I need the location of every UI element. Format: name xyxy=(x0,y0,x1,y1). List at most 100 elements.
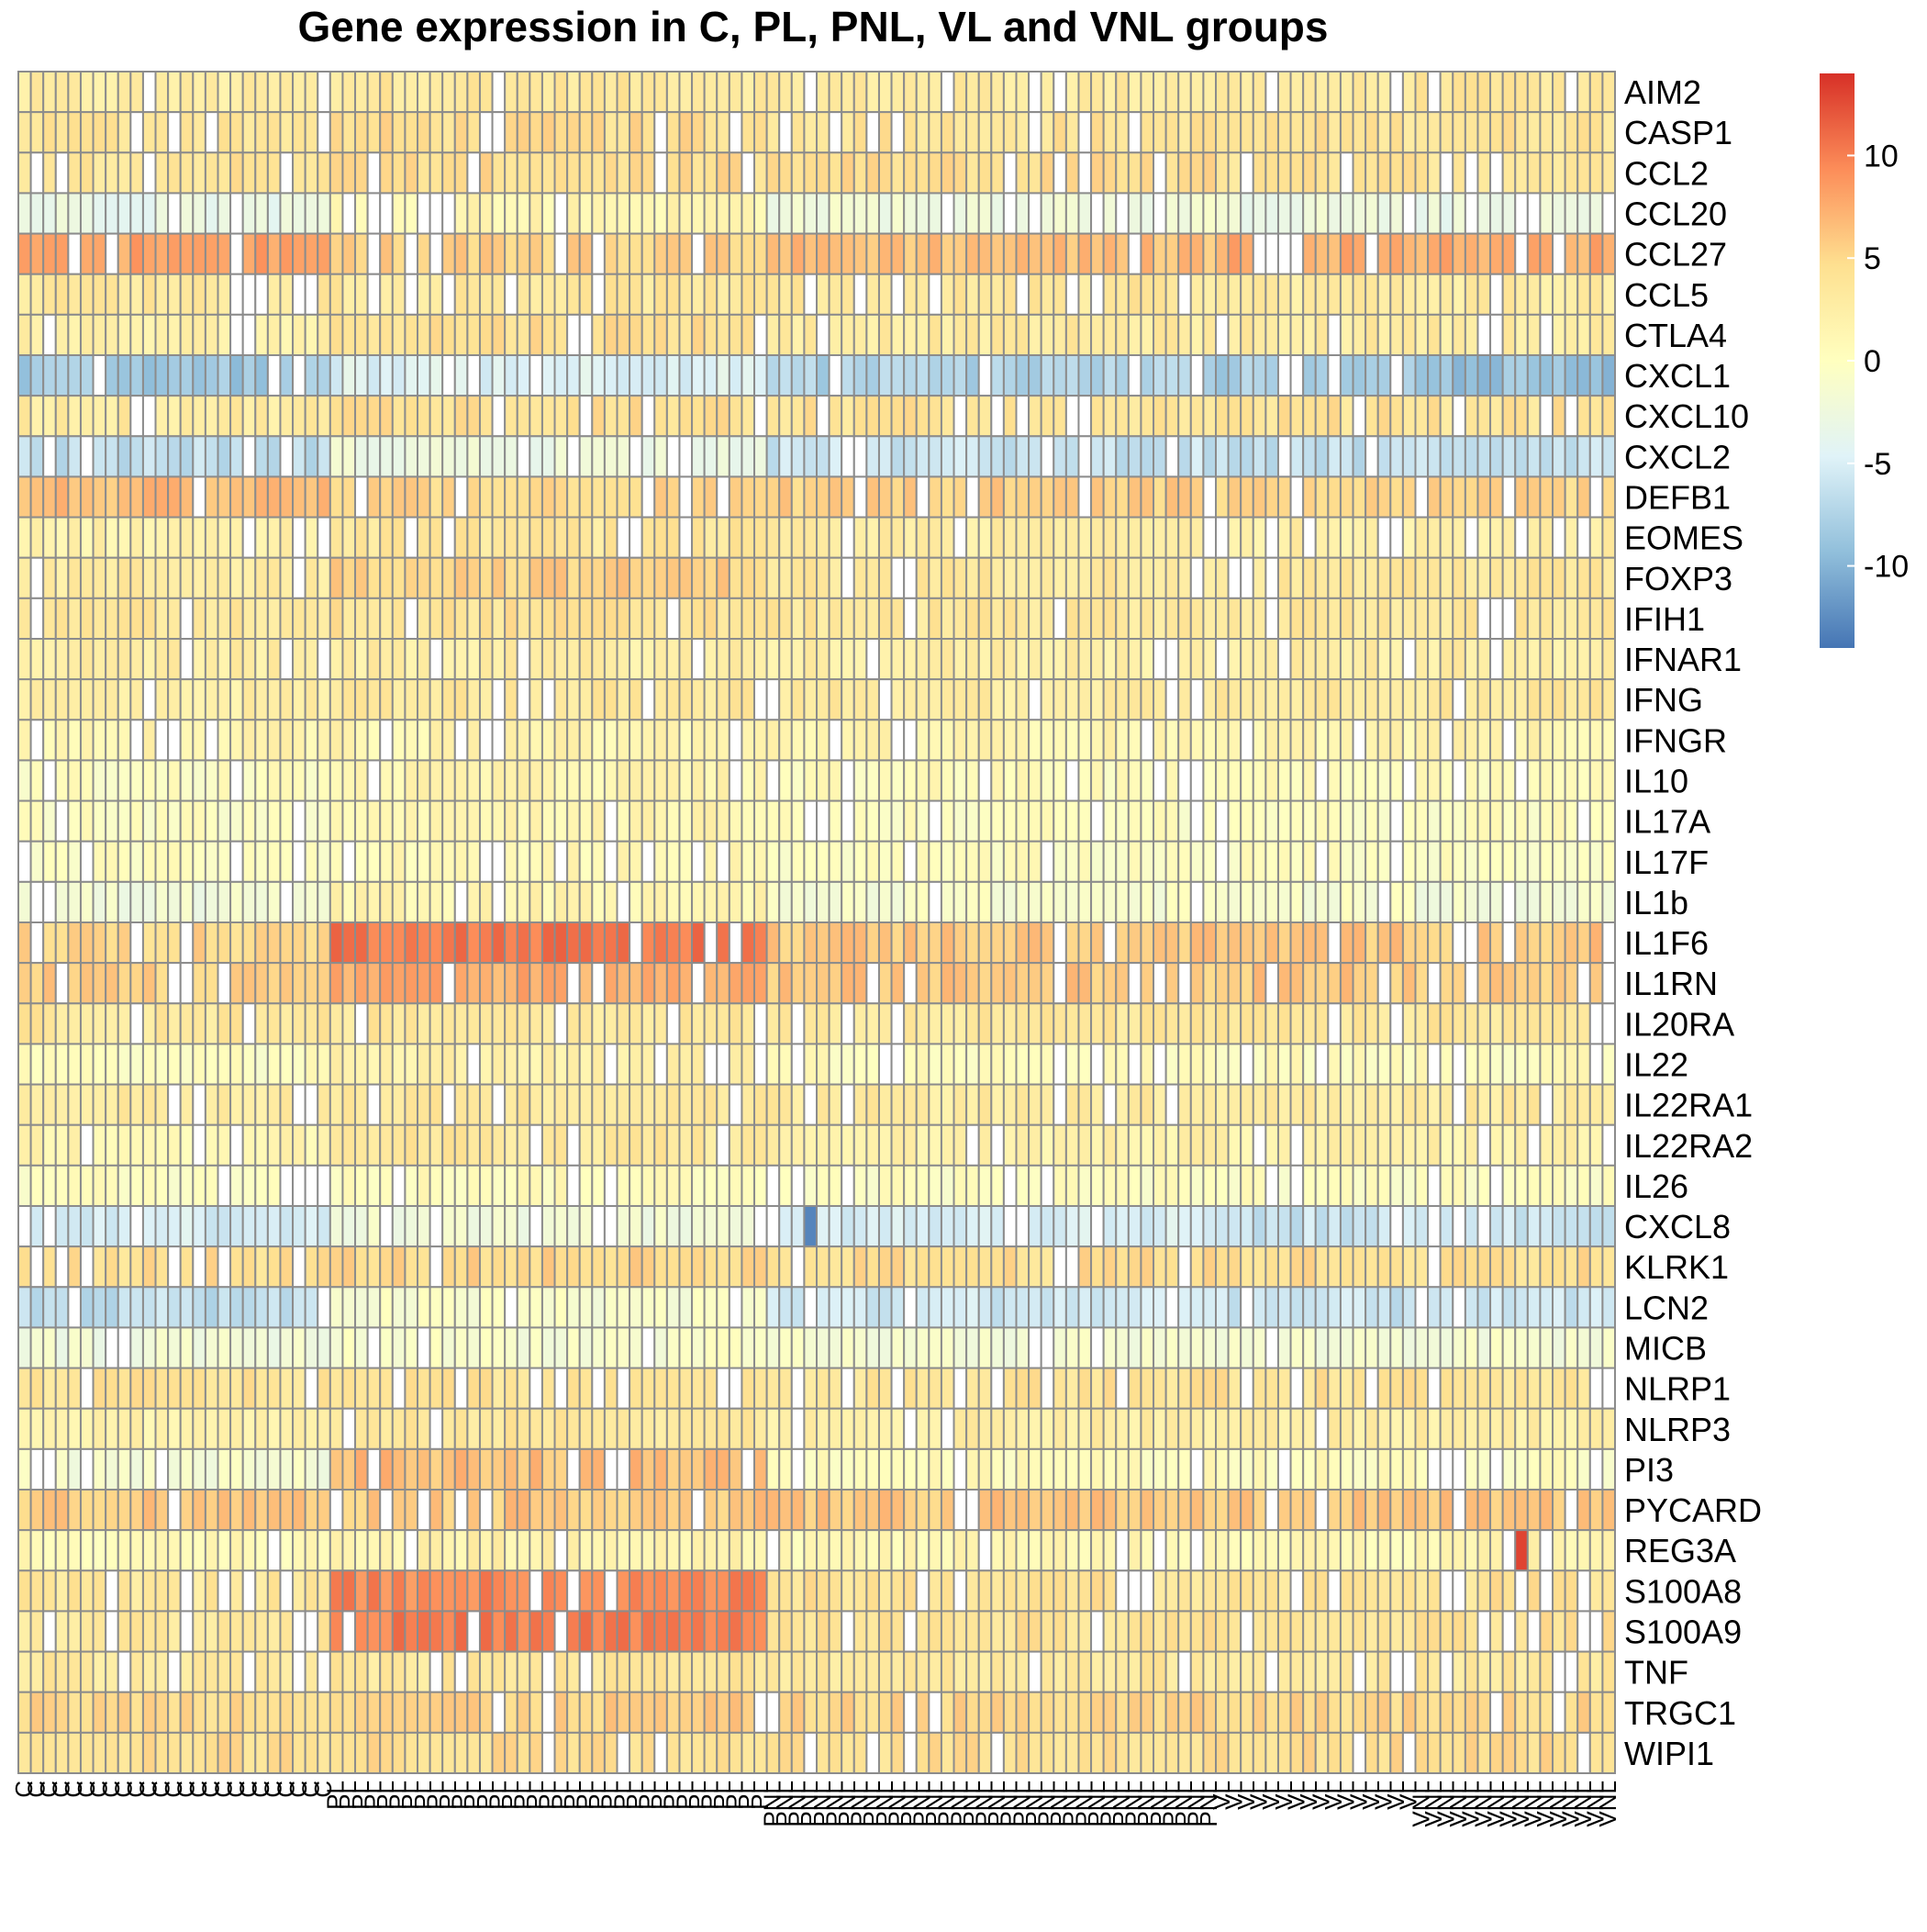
heatmap-cell xyxy=(417,1489,431,1532)
heatmap-cell xyxy=(753,192,768,235)
heatmap-cell xyxy=(1227,395,1242,438)
heatmap-cell xyxy=(1414,719,1430,762)
heatmap-cell xyxy=(1127,1245,1142,1289)
heatmap-cell xyxy=(1215,556,1230,599)
heatmap-cell xyxy=(977,1489,993,1532)
heatmap-cell xyxy=(417,71,431,114)
heatmap-cell xyxy=(1339,1002,1354,1045)
heatmap-cell xyxy=(1189,799,1205,843)
heatmap-cell xyxy=(653,719,668,762)
heatmap-cell xyxy=(404,1529,419,1572)
heatmap-cell xyxy=(703,151,718,195)
heatmap-cell xyxy=(1526,435,1542,478)
heatmap-cell xyxy=(1102,1043,1118,1086)
heatmap-cell xyxy=(478,313,494,356)
heatmap-cell xyxy=(529,1002,543,1045)
heatmap-cell xyxy=(1077,313,1093,356)
heatmap-cell xyxy=(192,556,206,599)
heatmap-cell xyxy=(441,475,456,519)
heatmap-cell xyxy=(728,395,743,438)
heatmap-cell xyxy=(716,880,730,923)
heatmap-cell xyxy=(466,1002,481,1045)
heatmap-cell xyxy=(1427,638,1442,681)
heatmap-cell xyxy=(429,435,444,478)
heatmap-cell xyxy=(1102,313,1118,356)
heatmap-cell xyxy=(553,638,569,681)
heatmap-cell xyxy=(1588,1489,1604,1532)
heatmap-cell xyxy=(1102,354,1118,397)
heatmap-cell xyxy=(566,556,581,599)
heatmap-cell xyxy=(491,1083,507,1126)
heatmap-cell xyxy=(903,395,918,438)
heatmap-cell xyxy=(204,1205,219,1248)
heatmap-cell xyxy=(940,678,955,721)
heatmap-cell xyxy=(1452,273,1466,316)
heatmap-cell xyxy=(266,354,282,397)
heatmap-cell xyxy=(1327,597,1342,640)
heatmap-cell xyxy=(828,1529,843,1572)
heatmap-cell xyxy=(1153,638,1167,681)
heatmap-cell xyxy=(828,1447,843,1491)
heatmap-cell xyxy=(1252,71,1267,114)
heatmap-cell xyxy=(990,1610,1005,1653)
heatmap-cell xyxy=(1077,1123,1093,1167)
heatmap-cell xyxy=(441,1326,456,1369)
heatmap-cell xyxy=(92,638,107,681)
heatmap-cell xyxy=(54,1205,70,1248)
heatmap-cell xyxy=(553,1326,569,1369)
heatmap-cell xyxy=(1327,759,1342,802)
heatmap-cell xyxy=(591,1002,606,1045)
heatmap-cell xyxy=(728,475,743,519)
heatmap-cell xyxy=(1539,1489,1554,1532)
heatmap-cell xyxy=(1015,678,1030,721)
heatmap-cell xyxy=(629,151,643,195)
heatmap-cell xyxy=(1040,880,1055,923)
heatmap-cell xyxy=(1202,395,1218,438)
heatmap-cell xyxy=(441,719,456,762)
heatmap-cell xyxy=(765,597,781,640)
heatmap-cell xyxy=(1002,799,1018,843)
heatmap-cell xyxy=(1177,880,1192,923)
heatmap-cell xyxy=(67,556,82,599)
heatmap-cell xyxy=(1364,1123,1379,1167)
heatmap-cell xyxy=(841,313,855,356)
heatmap-cell xyxy=(354,921,369,965)
heatmap-cell xyxy=(529,880,543,923)
heatmap-cell xyxy=(229,475,244,519)
heatmap-cell xyxy=(1339,1529,1354,1572)
heatmap-cell xyxy=(1501,638,1517,681)
heatmap-cell xyxy=(1028,1569,1042,1613)
heatmap-cell xyxy=(179,638,195,681)
heatmap-cell xyxy=(391,1447,407,1491)
heatmap-cell xyxy=(890,1326,906,1369)
heatmap-cell xyxy=(990,71,1005,114)
heatmap-cell xyxy=(429,273,444,316)
heatmap-cell xyxy=(29,1286,45,1329)
heatmap-cell xyxy=(841,273,855,316)
heatmap-cell xyxy=(828,395,843,438)
heatmap-cell xyxy=(940,192,955,235)
heatmap-cell xyxy=(1364,556,1379,599)
heatmap-cell xyxy=(703,962,718,1005)
heatmap-cell xyxy=(578,151,594,195)
heatmap-cell xyxy=(1576,638,1591,681)
heatmap-cell xyxy=(1501,1489,1517,1532)
heatmap-cell xyxy=(591,1205,606,1248)
heatmap-cell xyxy=(778,556,793,599)
heatmap-cell xyxy=(1189,597,1205,640)
heatmap-cell xyxy=(1476,435,1492,478)
heatmap-cell xyxy=(1002,313,1018,356)
heatmap-cell xyxy=(1202,354,1218,397)
heatmap-cell xyxy=(1539,1447,1554,1491)
heatmap-cell xyxy=(1376,192,1392,235)
heatmap-cell xyxy=(928,1489,942,1532)
heatmap-cell xyxy=(491,921,507,965)
heatmap-cell xyxy=(1040,475,1055,519)
heatmap-cell xyxy=(266,1123,282,1167)
heatmap-cell xyxy=(29,1407,45,1450)
heatmap-cell xyxy=(603,1489,618,1532)
heatmap-cell xyxy=(391,880,407,923)
heatmap-cell xyxy=(1153,273,1167,316)
heatmap-cell xyxy=(1464,719,1479,762)
heatmap-cell xyxy=(516,759,531,802)
